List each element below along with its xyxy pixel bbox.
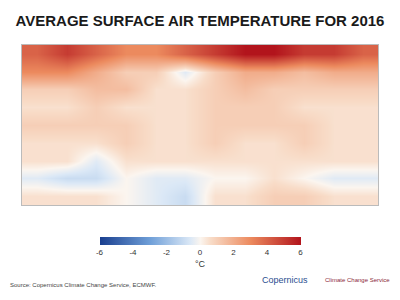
svg-text:0: 0	[198, 248, 203, 257]
svg-text:4: 4	[265, 248, 270, 257]
svg-text:Source: Copernicus Climate Cha: Source: Copernicus Climate Change Servic…	[10, 282, 156, 288]
svg-text:2: 2	[231, 248, 236, 257]
svg-text:-2: -2	[163, 248, 171, 257]
svg-text:-4: -4	[129, 248, 137, 257]
svg-text:°C: °C	[195, 259, 206, 269]
svg-text:Climate Change Service: Climate Change Service	[325, 277, 390, 283]
svg-text:Copernicus: Copernicus	[262, 275, 308, 285]
svg-text:-6: -6	[96, 248, 104, 257]
svg-text:AVERAGE SURFACE AIR TEMPERATUR: AVERAGE SURFACE AIR TEMPERATURE FOR 2016	[16, 12, 385, 29]
svg-text:6: 6	[298, 248, 303, 257]
